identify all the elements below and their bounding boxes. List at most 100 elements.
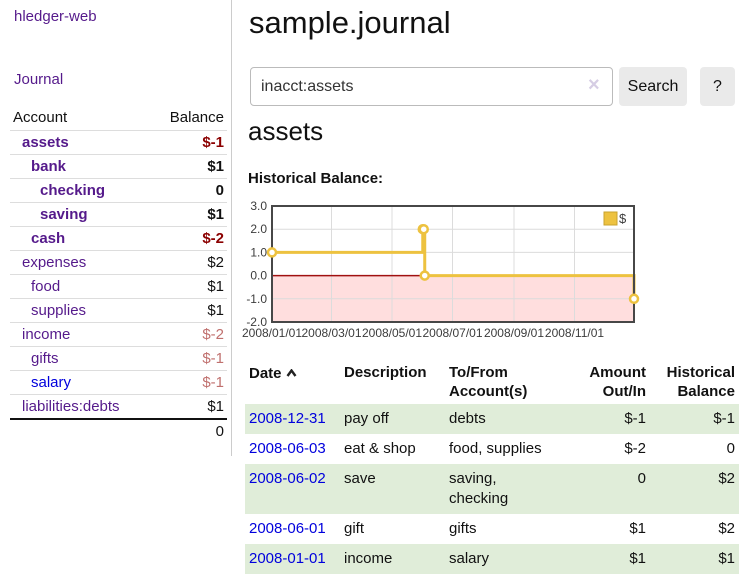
transaction-date-link[interactable]: 2008-06-02 xyxy=(249,470,326,487)
account-row-expenses: expenses $2 xyxy=(10,250,227,274)
account-balance: $-1 xyxy=(202,350,224,367)
account-link-supplies[interactable]: supplies xyxy=(31,302,87,319)
account-balance: $1 xyxy=(207,278,224,295)
account-row-liabilities-debts: liabilities:debts $1 xyxy=(10,394,227,418)
account-link-liabilities-debts[interactable]: liabilities:debts xyxy=(22,398,120,415)
account-balance: $-1 xyxy=(202,134,224,151)
transaction-balance: 0 xyxy=(726,440,735,457)
transaction-amount: $1 xyxy=(629,550,646,567)
svg-text:-2.0: -2.0 xyxy=(246,315,267,329)
transaction-description: pay off xyxy=(344,410,389,427)
account-link-saving[interactable]: saving xyxy=(40,206,88,223)
transaction-amount: $-2 xyxy=(624,440,646,457)
transaction-description: eat & shop xyxy=(344,440,416,457)
transaction-date-link[interactable]: 2008-06-01 xyxy=(249,520,326,537)
account-row-food: food $1 xyxy=(10,274,227,298)
transaction-amount: $1 xyxy=(629,520,646,537)
svg-text:2.0: 2.0 xyxy=(250,222,267,236)
transaction-balance: $2 xyxy=(718,470,735,487)
transaction-accounts: salary xyxy=(449,550,490,567)
account-link-expenses[interactable]: expenses xyxy=(22,254,87,271)
account-link-checking[interactable]: checking xyxy=(40,182,106,199)
svg-text:0.0: 0.0 xyxy=(250,269,267,283)
account-column-header: Account xyxy=(13,109,68,126)
account-row-gifts: gifts $-1 xyxy=(10,346,227,370)
account-row-bank: bank $1 xyxy=(10,154,227,178)
transaction-date-link[interactable]: 2008-01-01 xyxy=(249,550,326,567)
account-link-food[interactable]: food xyxy=(31,278,61,295)
main-content: sample.journal × Search ? assets Histori… xyxy=(233,0,742,582)
account-row-cash: cash $-2 xyxy=(10,226,227,250)
transaction-row: 2008-06-03 eat & shop food, supplies $-2… xyxy=(245,434,739,464)
sidebar-item-journal[interactable]: Journal xyxy=(14,71,64,88)
account-balance: $-1 xyxy=(202,374,224,391)
svg-text:2008/01/01: 2008/01/01 xyxy=(242,326,302,340)
account-balance: $1 xyxy=(207,302,224,319)
account-row-supplies: supplies $1 xyxy=(10,298,227,322)
account-link-gifts[interactable]: gifts xyxy=(31,350,59,367)
account-balance: $-2 xyxy=(202,326,224,343)
account-balance: $-2 xyxy=(202,230,224,247)
svg-text:2008/05/01: 2008/05/01 xyxy=(362,326,422,340)
transaction-row: 2008-12-31 pay off debts $-1 $-1 xyxy=(245,404,739,434)
account-link-cash[interactable]: cash xyxy=(31,230,66,247)
svg-text:-1.0: -1.0 xyxy=(246,292,267,306)
column-header-amount: Amount Out/In xyxy=(589,364,646,400)
transaction-accounts: debts xyxy=(449,410,486,427)
account-link-salary[interactable]: salary xyxy=(31,374,72,391)
account-page-title: assets xyxy=(248,116,324,146)
column-header-accounts: To/From Account(s) xyxy=(449,364,528,400)
svg-text:2008/03/01: 2008/03/01 xyxy=(301,326,361,340)
column-header-date[interactable]: Date xyxy=(245,360,340,404)
account-link-bank[interactable]: bank xyxy=(31,158,67,175)
chart-title: Historical Balance: xyxy=(248,170,384,187)
transaction-description: save xyxy=(344,470,376,487)
transaction-description: income xyxy=(344,550,393,567)
account-row-checking: checking 0 xyxy=(10,178,227,202)
transaction-accounts: food, supplies xyxy=(449,440,542,457)
account-row-salary: salary $-1 xyxy=(10,370,227,394)
transaction-amount: 0 xyxy=(637,470,646,487)
help-button[interactable]: ? xyxy=(700,67,735,106)
account-balance: $1 xyxy=(207,206,224,223)
svg-text:2008/07/01: 2008/07/01 xyxy=(422,326,482,340)
balance-chart: 3.0 2.0 1.0 0.0 -1.0 -2.0 2008/01/01 2008/03/01… xyxy=(242,199,643,344)
transaction-accounts: gifts xyxy=(449,520,477,537)
transaction-balance: $-1 xyxy=(713,410,735,427)
account-row-assets: assets $-1 xyxy=(10,130,227,154)
svg-text:$: $ xyxy=(619,211,627,226)
transaction-date-link[interactable]: 2008-12-31 xyxy=(249,410,326,427)
transaction-row: 2008-06-02 save saving, checking 0 $2 xyxy=(245,464,739,514)
sort-ascending-icon xyxy=(286,363,297,382)
account-balance: $1 xyxy=(207,158,224,175)
account-table-header: Account Balance xyxy=(10,106,227,130)
transaction-description: gift xyxy=(344,520,365,537)
account-balance-table: Account Balance assets $-1 bank $1 check… xyxy=(10,106,227,442)
transaction-accounts: saving, checking xyxy=(449,470,509,507)
brand-link[interactable]: hledger-web xyxy=(14,8,97,25)
column-header-balance: Historical Balance xyxy=(666,364,735,400)
balance-column-header: Balance xyxy=(169,109,224,126)
account-total-row: 0 xyxy=(10,418,227,442)
transactions-header-row: Date Description To/From Account(s) Amou… xyxy=(245,360,739,404)
transaction-amount: $-1 xyxy=(624,410,646,427)
sidebar: hledger-web Journal Account Balance asse… xyxy=(0,0,232,456)
search-input[interactable] xyxy=(250,67,613,106)
transaction-row: 2008-01-01 income salary $1 $1 xyxy=(245,544,739,574)
total-balance: 0 xyxy=(215,423,224,440)
search-button[interactable]: Search xyxy=(619,67,687,106)
column-header-description: Description xyxy=(344,364,427,381)
svg-text:1.0: 1.0 xyxy=(250,245,267,259)
account-balance: 0 xyxy=(215,182,224,199)
transactions-table: Date Description To/From Account(s) Amou… xyxy=(245,360,739,574)
svg-text:2008/09/01: 2008/09/01 xyxy=(484,326,544,340)
transaction-date-link[interactable]: 2008-06-03 xyxy=(249,440,326,457)
clear-search-icon[interactable]: × xyxy=(588,74,600,96)
account-link-assets[interactable]: assets xyxy=(22,134,69,151)
svg-text:2008/11/01: 2008/11/01 xyxy=(545,326,604,340)
account-row-income: income $-2 xyxy=(10,322,227,346)
account-link-income[interactable]: income xyxy=(22,326,71,343)
account-balance: $2 xyxy=(207,254,224,271)
transaction-row: 2008-06-01 gift gifts $1 $2 xyxy=(245,514,739,544)
